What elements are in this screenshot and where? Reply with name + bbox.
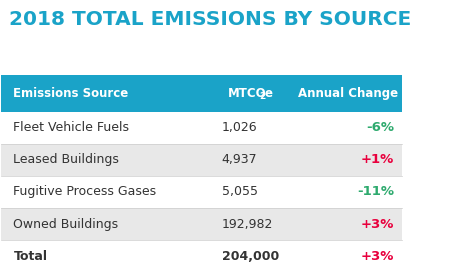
FancyBboxPatch shape	[1, 75, 402, 112]
Text: Leased Buildings: Leased Buildings	[13, 153, 119, 166]
Text: -6%: -6%	[366, 121, 394, 134]
Text: MTCO: MTCO	[228, 87, 267, 100]
Text: Fleet Vehicle Fuels: Fleet Vehicle Fuels	[13, 121, 130, 134]
Text: Total: Total	[13, 250, 48, 263]
Text: 4,937: 4,937	[222, 153, 257, 166]
Text: 2: 2	[259, 92, 265, 101]
Text: 1,026: 1,026	[222, 121, 257, 134]
Text: +1%: +1%	[361, 153, 394, 166]
Text: 2018 TOTAL EMISSIONS BY SOURCE: 2018 TOTAL EMISSIONS BY SOURCE	[10, 10, 412, 29]
Text: 5,055: 5,055	[222, 185, 258, 199]
Text: +3%: +3%	[361, 218, 394, 230]
FancyBboxPatch shape	[1, 144, 402, 176]
FancyBboxPatch shape	[1, 176, 402, 208]
Text: -11%: -11%	[357, 185, 394, 199]
FancyBboxPatch shape	[1, 240, 402, 272]
Text: Emissions Source: Emissions Source	[13, 87, 129, 100]
Text: Fugitive Process Gases: Fugitive Process Gases	[13, 185, 157, 199]
Text: e: e	[265, 87, 273, 100]
Text: +3%: +3%	[361, 250, 394, 263]
Text: Owned Buildings: Owned Buildings	[13, 218, 119, 230]
Text: Annual Change: Annual Change	[298, 87, 398, 100]
Text: 192,982: 192,982	[222, 218, 273, 230]
Text: 204,000: 204,000	[222, 250, 279, 263]
FancyBboxPatch shape	[1, 208, 402, 240]
FancyBboxPatch shape	[1, 112, 402, 144]
